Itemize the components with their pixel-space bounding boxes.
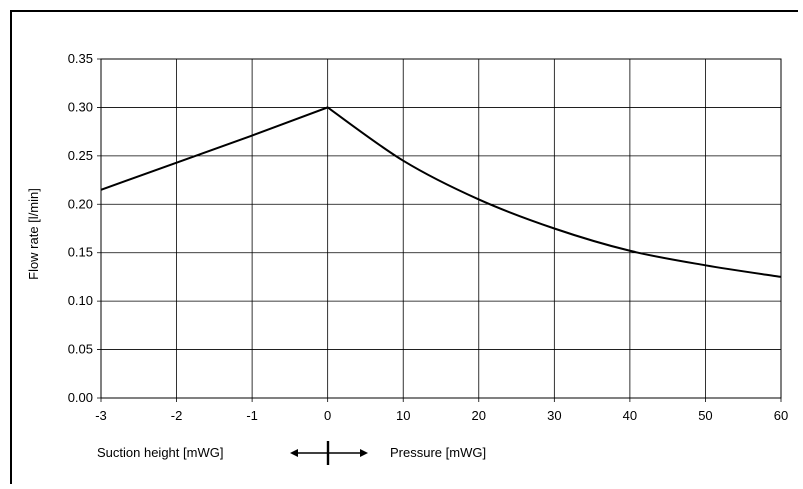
x-tick-label: 40 [623,408,637,423]
pressure-label: Pressure [mWG] [390,445,486,460]
y-tick-label: 0.20 [68,196,93,211]
y-tick-label: 0.30 [68,99,93,114]
y-tick-label: 0.10 [68,293,93,308]
flow-rate-series-line [100,106,782,278]
y-tick-label: 0.15 [68,245,93,260]
y-axis-title: Flow rate [l/min] [26,188,41,280]
direction-arrows-icon [290,441,368,465]
x-tick-label: 0 [324,408,331,423]
x-tick-label: -1 [246,408,258,423]
chart-frame [10,10,798,484]
x-tick-label: 20 [472,408,486,423]
x-tick-label: 30 [547,408,561,423]
y-tick-label: 0.25 [68,148,93,163]
plot-area-border [100,58,782,399]
x-tick-label: 50 [698,408,712,423]
grid [97,58,782,402]
x-tick-label: 10 [396,408,410,423]
y-tick-labels: 0.00 0.05 0.10 0.15 0.20 0.25 0.30 0.35 [68,51,93,405]
x-tick-label: 60 [774,408,788,423]
y-tick-label: 0.05 [68,342,93,357]
suction-height-label: Suction height [mWG] [97,445,223,460]
y-tick-label: 0.35 [68,51,93,66]
x-tick-label: -2 [171,408,183,423]
x-tick-labels: -3 -2 -1 0 10 20 30 40 50 60 [95,408,788,423]
x-tick-label: -3 [95,408,107,423]
y-tick-label: 0.00 [68,390,93,405]
